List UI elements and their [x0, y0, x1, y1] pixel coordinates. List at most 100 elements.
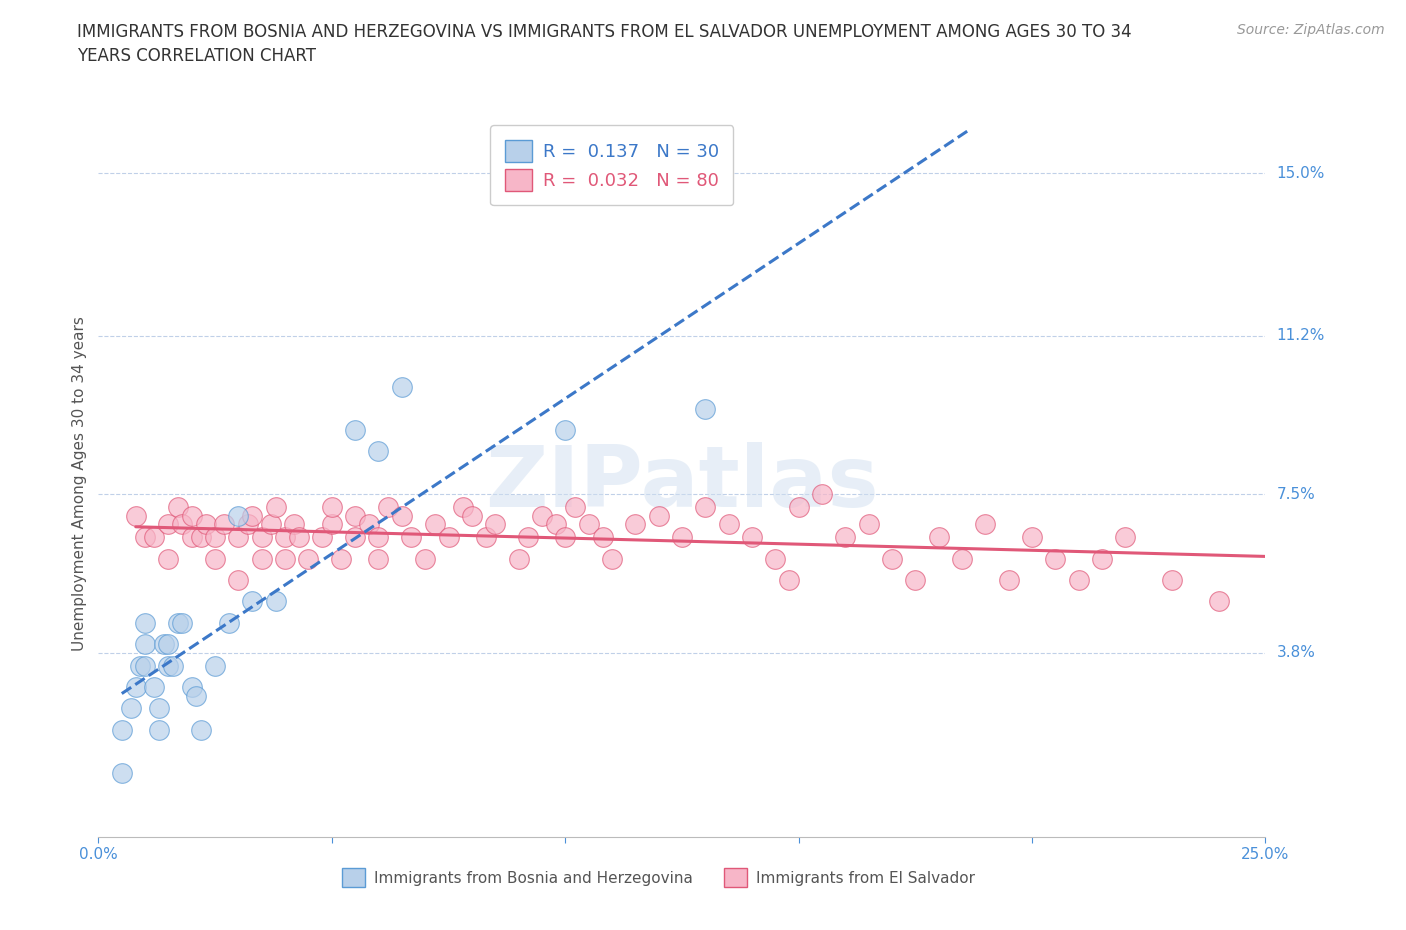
Point — [377, 499, 399, 514]
Point — [194, 517, 217, 532]
Point — [111, 765, 134, 780]
Point — [1208, 594, 1230, 609]
Point — [359, 517, 381, 532]
Point — [423, 517, 446, 532]
Text: 15.0%: 15.0% — [1277, 166, 1324, 180]
Point — [484, 517, 506, 532]
Point — [143, 530, 166, 545]
Legend: Immigrants from Bosnia and Herzegovina, Immigrants from El Salvador: Immigrants from Bosnia and Herzegovina, … — [336, 862, 981, 893]
Point — [148, 701, 170, 716]
Point — [190, 530, 212, 545]
Point — [858, 517, 880, 532]
Point — [157, 517, 180, 532]
Point — [228, 509, 250, 524]
Point — [516, 530, 538, 545]
Point — [1067, 573, 1090, 588]
Point — [578, 517, 600, 532]
Point — [157, 637, 180, 652]
Point — [399, 530, 422, 545]
Point — [787, 499, 810, 514]
Point — [1021, 530, 1043, 545]
Point — [260, 517, 283, 532]
Point — [120, 701, 142, 716]
Point — [367, 444, 389, 458]
Point — [250, 551, 273, 566]
Point — [180, 509, 202, 524]
Point — [204, 551, 226, 566]
Point — [391, 379, 413, 394]
Point — [264, 499, 287, 514]
Point — [283, 517, 305, 532]
Point — [367, 551, 389, 566]
Point — [544, 517, 567, 532]
Point — [134, 530, 156, 545]
Text: ZIPatlas: ZIPatlas — [485, 442, 879, 525]
Point — [330, 551, 353, 566]
Text: 3.8%: 3.8% — [1277, 645, 1316, 660]
Point — [250, 530, 273, 545]
Point — [554, 530, 576, 545]
Point — [1161, 573, 1184, 588]
Point — [228, 530, 250, 545]
Text: 7.5%: 7.5% — [1277, 486, 1315, 502]
Point — [344, 530, 367, 545]
Y-axis label: Unemployment Among Ages 30 to 34 years: Unemployment Among Ages 30 to 34 years — [72, 316, 87, 651]
Point — [242, 594, 264, 609]
Point — [904, 573, 927, 588]
Point — [564, 499, 586, 514]
Point — [508, 551, 530, 566]
Point — [950, 551, 973, 566]
Text: IMMIGRANTS FROM BOSNIA AND HERZEGOVINA VS IMMIGRANTS FROM EL SALVADOR UNEMPLOYME: IMMIGRANTS FROM BOSNIA AND HERZEGOVINA V… — [77, 23, 1132, 65]
Point — [242, 509, 264, 524]
Point — [125, 680, 148, 695]
Point — [624, 517, 647, 532]
Point — [778, 573, 800, 588]
Point — [647, 509, 669, 524]
Point — [974, 517, 997, 532]
Point — [321, 517, 343, 532]
Point — [129, 658, 152, 673]
Point — [274, 530, 297, 545]
Point — [1045, 551, 1067, 566]
Point — [166, 499, 188, 514]
Point — [344, 422, 367, 437]
Point — [695, 401, 717, 416]
Point — [172, 616, 194, 631]
Point — [274, 551, 297, 566]
Text: 11.2%: 11.2% — [1277, 328, 1324, 343]
Point — [413, 551, 436, 566]
Point — [311, 530, 333, 545]
Point — [461, 509, 484, 524]
Point — [451, 499, 474, 514]
Point — [344, 509, 367, 524]
Point — [134, 637, 156, 652]
Point — [671, 530, 693, 545]
Point — [1114, 530, 1136, 545]
Point — [148, 723, 170, 737]
Point — [143, 680, 166, 695]
Point — [741, 530, 763, 545]
Point — [834, 530, 856, 545]
Point — [717, 517, 740, 532]
Point — [928, 530, 950, 545]
Point — [125, 509, 148, 524]
Point — [811, 487, 834, 502]
Point — [554, 422, 576, 437]
Point — [152, 637, 174, 652]
Point — [204, 530, 226, 545]
Point — [190, 723, 212, 737]
Point — [214, 517, 236, 532]
Point — [204, 658, 226, 673]
Point — [111, 723, 134, 737]
Point — [186, 688, 208, 703]
Point — [475, 530, 498, 545]
Point — [236, 517, 259, 532]
Point — [180, 530, 202, 545]
Point — [134, 658, 156, 673]
Point — [367, 530, 389, 545]
Point — [592, 530, 614, 545]
Point — [391, 509, 413, 524]
Point — [763, 551, 786, 566]
Point — [162, 658, 184, 673]
Point — [228, 573, 250, 588]
